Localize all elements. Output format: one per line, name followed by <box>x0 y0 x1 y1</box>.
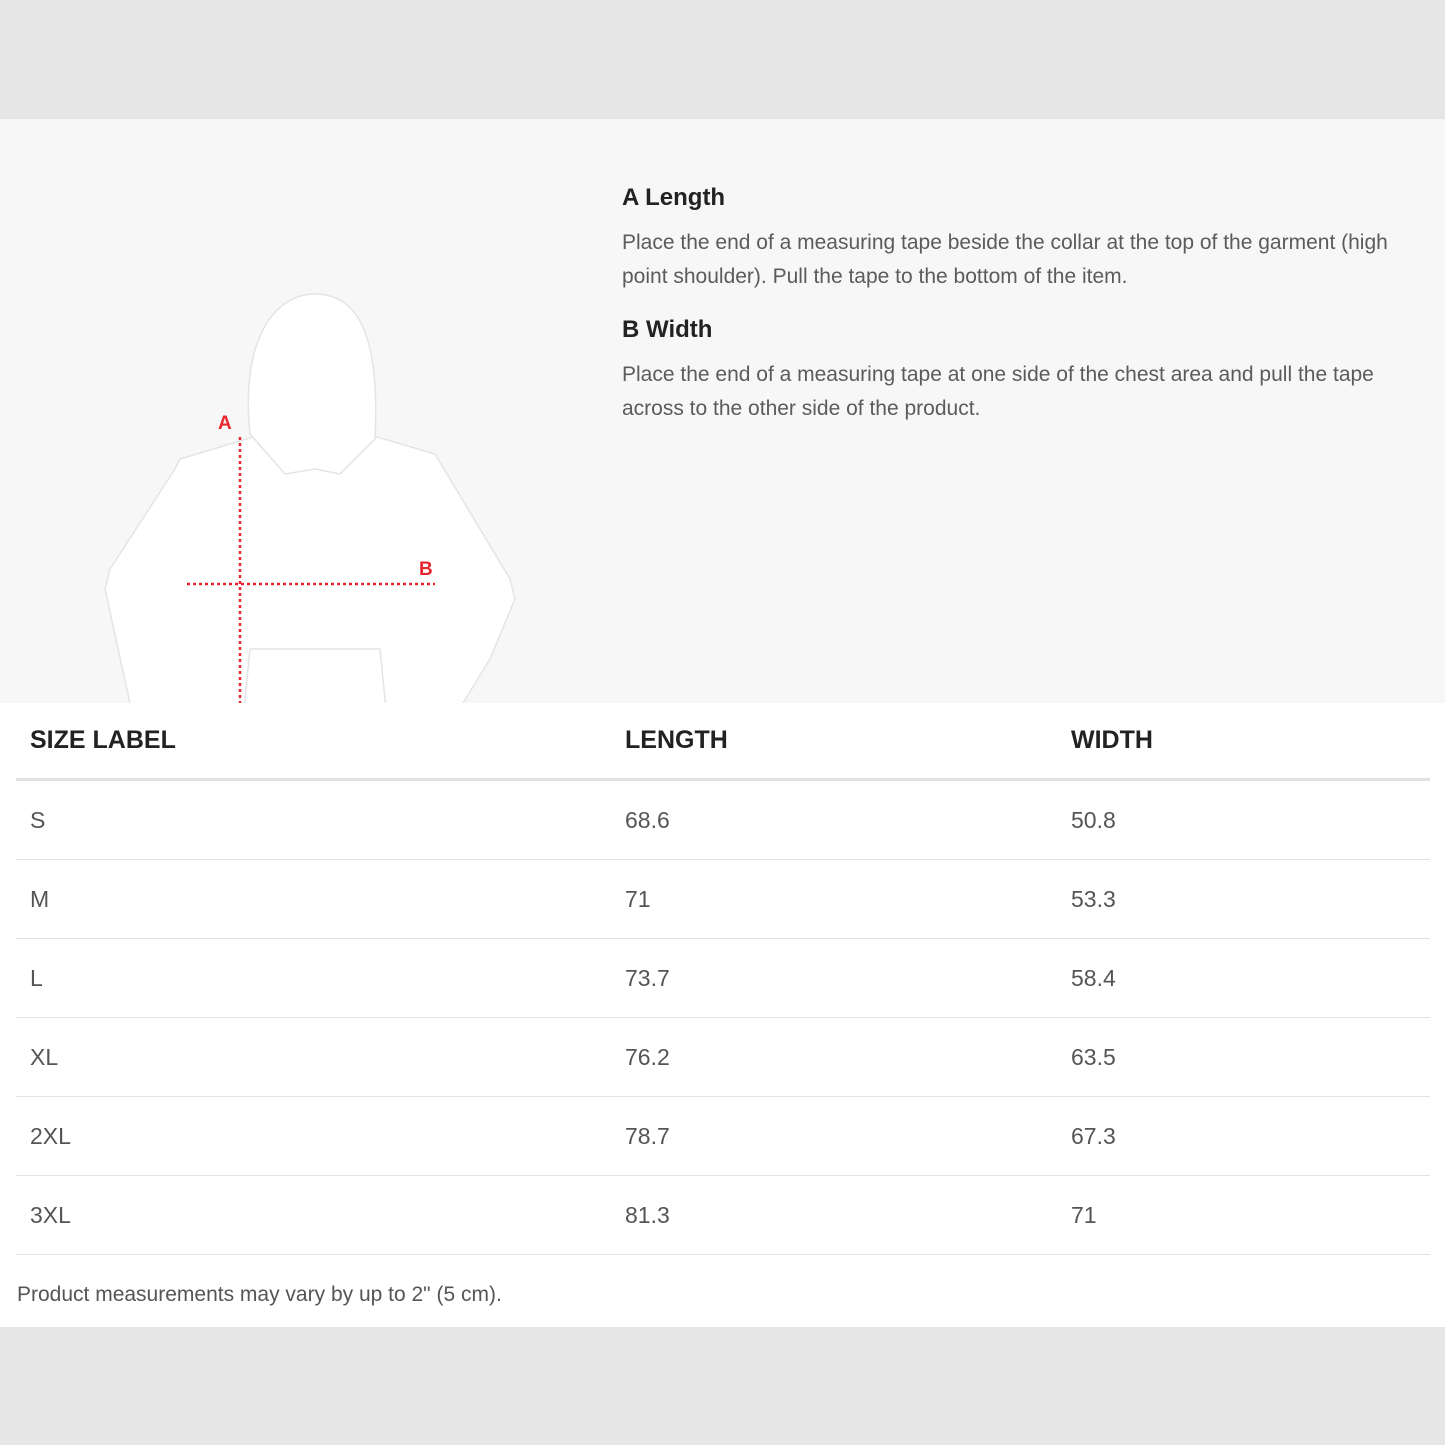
header-size-label: SIZE LABEL <box>16 703 611 781</box>
cell-width: 67.3 <box>1057 1096 1430 1176</box>
size-table: SIZE LABEL LENGTH WIDTH S 68.6 50.8 M 71 53.3… <box>16 703 1430 1255</box>
table-row: S 68.6 50.8 <box>16 779 1430 860</box>
table-row: XL 76.2 63.5 <box>16 1017 1430 1097</box>
cell-width: 58.4 <box>1057 938 1430 1018</box>
label-a: A <box>218 413 232 434</box>
cell-length: 71 <box>611 859 1057 939</box>
cell-length: 73.7 <box>611 938 1057 1018</box>
measurement-instructions: A Length Place the end of a measuring ta… <box>622 180 1422 444</box>
table-row: 3XL 81.3 71 <box>16 1175 1430 1255</box>
width-title: B Width <box>622 316 713 343</box>
measurement-note: Product measurements may vary by up to 2… <box>17 1283 502 1306</box>
cell-size: S <box>16 779 611 860</box>
cell-length: 81.3 <box>611 1175 1057 1255</box>
size-table-section: SIZE LABEL LENGTH WIDTH S 68.6 50.8 M 71 53.3… <box>0 703 1445 1327</box>
table-header-row: SIZE LABEL LENGTH WIDTH <box>16 703 1430 781</box>
table-row: M 71 53.3 <box>16 859 1430 939</box>
table-row: L 73.7 58.4 <box>16 938 1430 1018</box>
cell-width: 71 <box>1057 1175 1430 1255</box>
cell-size: L <box>16 938 611 1018</box>
length-description: Place the end of a measuring tape beside… <box>622 231 1388 288</box>
header-length: LENGTH <box>611 703 1057 781</box>
cell-length: 68.6 <box>611 779 1057 860</box>
hoodie-hood <box>247 293 377 475</box>
length-title: A Length <box>622 184 726 211</box>
cell-length: 78.7 <box>611 1096 1057 1176</box>
cell-size: M <box>16 859 611 939</box>
table-row: 2XL 78.7 67.3 <box>16 1096 1430 1176</box>
cell-size: 3XL <box>16 1175 611 1255</box>
header-width: WIDTH <box>1057 703 1430 781</box>
cell-width: 53.3 <box>1057 859 1430 939</box>
cell-length: 76.2 <box>611 1017 1057 1097</box>
cell-size: XL <box>16 1017 611 1097</box>
cell-width: 50.8 <box>1057 779 1430 860</box>
label-b: B <box>419 559 433 580</box>
cell-size: 2XL <box>16 1096 611 1176</box>
cell-width: 63.5 <box>1057 1017 1430 1097</box>
width-description: Place the end of a measuring tape at one… <box>622 363 1374 420</box>
